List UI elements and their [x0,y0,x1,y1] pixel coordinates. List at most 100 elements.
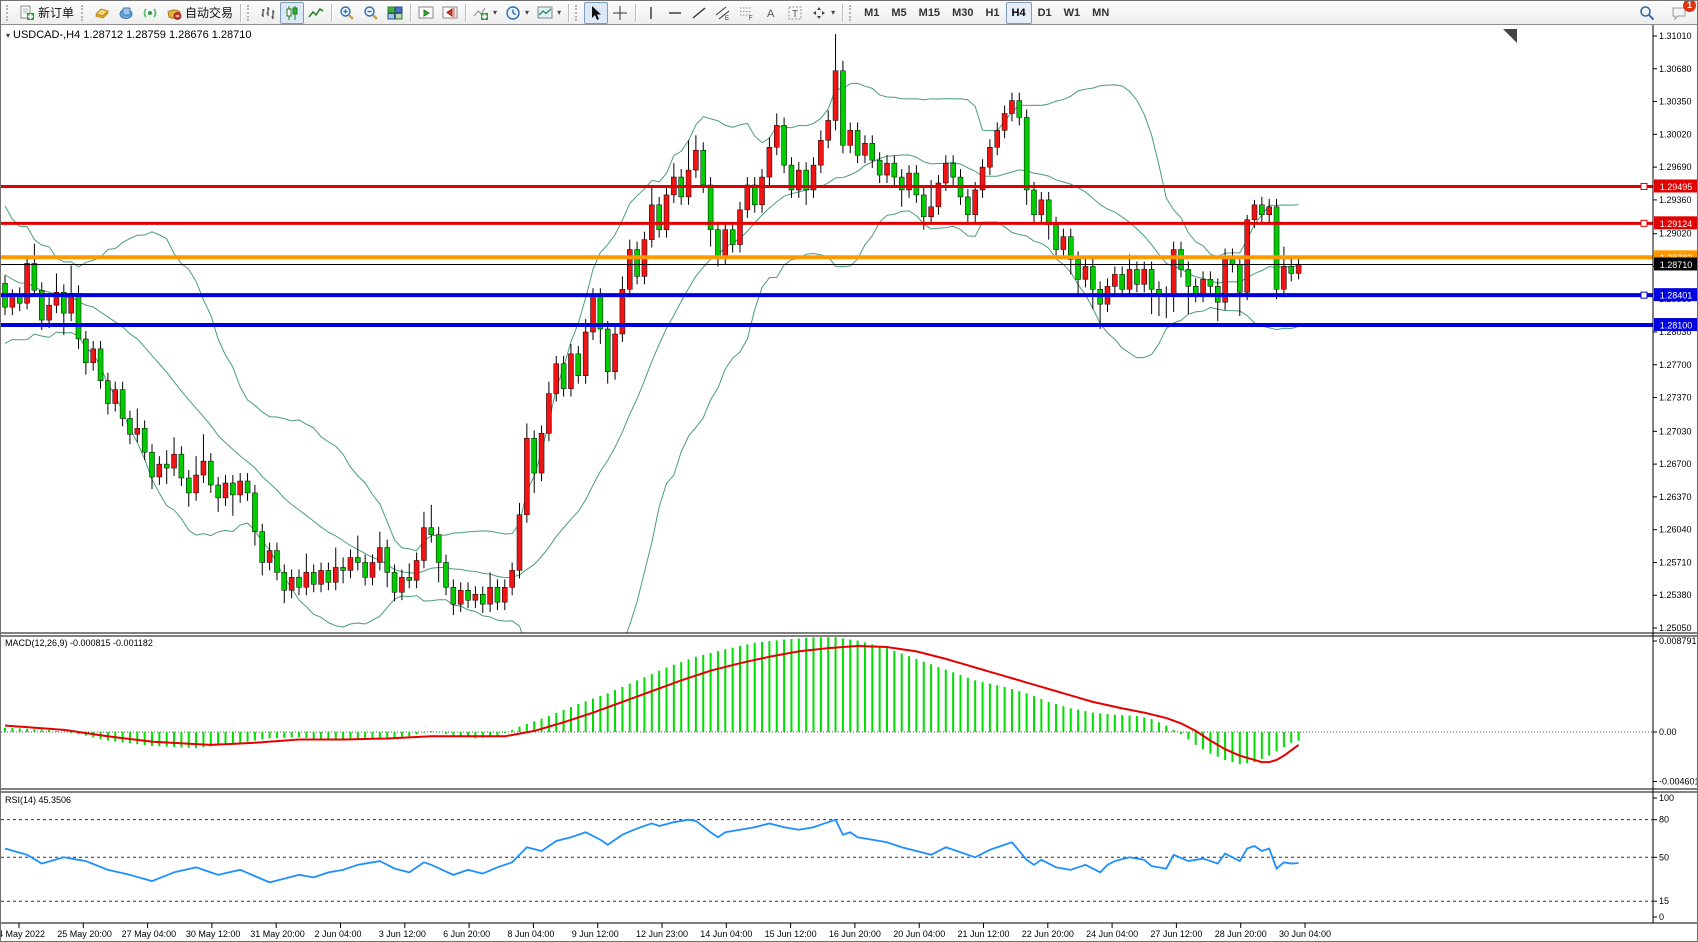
chart-shift-marker[interactable] [1503,29,1517,43]
indicators-caret-icon: ▾ [493,8,498,17]
charts-bar-button[interactable] [90,2,114,24]
search-button[interactable] [1635,2,1659,24]
line-chart-icon [308,7,324,17]
autotrading-button[interactable]: 自动交易 [162,2,237,24]
time-tick-label: 25 May 20:00 [57,929,112,939]
price-tick-label: 1.30680 [1659,64,1692,74]
toolbar-drag-handle[interactable] [81,4,87,21]
time-tick-label: 3 Jun 12:00 [379,929,426,939]
auto-scroll-icon [418,6,434,18]
templates-button[interactable]: ▾ [533,2,565,24]
periods-button[interactable]: ▾ [501,2,533,24]
price-badge [1654,257,1697,271]
line-anchor[interactable] [1640,291,1648,299]
toolbar-drag-handle[interactable] [247,4,253,21]
time-tick-label: 22 Jun 20:00 [1022,929,1074,939]
rsi-tick-label: 0 [1659,912,1664,922]
time-tick-label: 9 Jun 12:00 [572,929,619,939]
toolbar-separator [240,3,242,22]
tab-w1[interactable]: W1 [1063,6,1081,19]
trendline-tool-button[interactable] [687,2,711,24]
notifications-button[interactable]: 1 [1667,1,1696,24]
zoom-out-button[interactable] [359,2,383,24]
tab-h1[interactable]: H1 [985,6,1000,19]
crosshair-tool-button[interactable] [608,2,632,24]
rsi-tick-label: 80 [1659,815,1669,825]
tab-m5[interactable]: M5 [891,6,907,19]
line-anchor[interactable] [1640,182,1648,190]
toolbar-drag-handle[interactable] [849,4,855,21]
chart-shift-button[interactable] [438,2,462,24]
zoom-in-button[interactable] [335,2,359,24]
time-tick-label: 6 Jun 20:00 [443,929,490,939]
text-tool-button[interactable]: A [759,2,783,24]
line-anchor[interactable] [1640,219,1648,227]
price-badge-label: 1.28401 [1660,291,1693,301]
chart-shift-icon [442,6,458,18]
tab-m15[interactable]: M15 [918,6,941,19]
rsi-tick-label: 100 [1659,793,1674,803]
signals-button[interactable] [138,2,162,24]
channel-tool-button[interactable]: E [711,2,735,24]
toolbar-drag-handle[interactable] [575,4,581,21]
tile-windows-icon [387,6,403,19]
text-label-icon: T [788,6,802,20]
indicators-icon [473,7,489,20]
bar-chart-button[interactable] [256,2,280,24]
price-tick-label: 1.26700 [1659,459,1692,469]
tab-d1[interactable]: D1 [1037,6,1052,19]
price-badge [1654,318,1697,332]
vertical-line-tool-button[interactable] [639,2,663,24]
text-label-tool-button[interactable]: T [783,2,807,24]
time-tick-label: 27 May 04:00 [122,929,177,939]
new-order-button[interactable]: 新订单 [15,2,78,24]
clock-icon [506,5,520,20]
toolbar-separator [331,3,333,22]
tab-m1[interactable]: M1 [864,6,880,19]
macd-panel[interactable] [1,637,1653,765]
price-tick-label: 1.30350 [1659,97,1692,107]
chart-plot-area[interactable] [1,25,1653,923]
horizontal-line-tool-button[interactable] [663,2,687,24]
price-tick-label: 1.26370 [1659,492,1692,502]
price-badge-label: 1.29124 [1660,219,1693,229]
price-tick-label: 1.30020 [1659,129,1692,139]
auto-scroll-button[interactable] [414,2,438,24]
arrows-tool-button[interactable]: ▾ [807,2,839,24]
main-price-panel[interactable] [2,34,1302,701]
indicators-button[interactable]: ▾ [469,2,501,24]
macd-signal-line [4,644,1300,764]
toolbar-separator [842,3,844,22]
time-tick-label: 15 Jun 12:00 [765,929,817,939]
tab-m30[interactable]: M30 [952,6,974,19]
svg-text:A: A [767,8,775,20]
price-tick-label: 1.26040 [1659,525,1692,535]
bar-chart-icon [261,6,275,19]
tab-mn[interactable]: MN [1092,6,1110,19]
new-order-label: 新订单 [38,6,75,20]
price-tick-label: 1.29020 [1659,229,1692,239]
cursor-tool-button[interactable] [584,1,609,24]
price-badge-label: 1.28100 [1660,321,1693,331]
line-chart-button[interactable] [304,2,328,24]
data-window-button[interactable] [114,2,138,24]
symbol-dropdown-icon[interactable]: ▾ [6,31,11,40]
time-tick-label: 30 May 12:00 [186,929,241,939]
notification-badge: 1 [1683,1,1696,12]
fibonacci-tool-button[interactable]: F [735,2,759,24]
toolbar-drag-handle[interactable] [6,4,12,21]
text-icon: A [767,8,775,20]
price-tick-label: 1.28030 [1659,327,1692,337]
price-tick-label: 1.27370 [1659,393,1692,403]
symbol-ohlc-info: ▾ USDCAD-,H4 1.28712 1.28759 1.28676 1.28… [6,29,252,41]
autotrading-icon [167,9,182,20]
price-tick-label: 1.29690 [1659,162,1692,172]
price-tick-label: 1.31010 [1659,31,1692,41]
tile-windows-button[interactable] [383,2,407,24]
rsi-panel[interactable] [1,818,1653,902]
toolbar-separator [465,3,467,22]
tab-h4[interactable]: H4 [1005,1,1032,24]
candlestick-chart-button[interactable] [280,1,305,24]
